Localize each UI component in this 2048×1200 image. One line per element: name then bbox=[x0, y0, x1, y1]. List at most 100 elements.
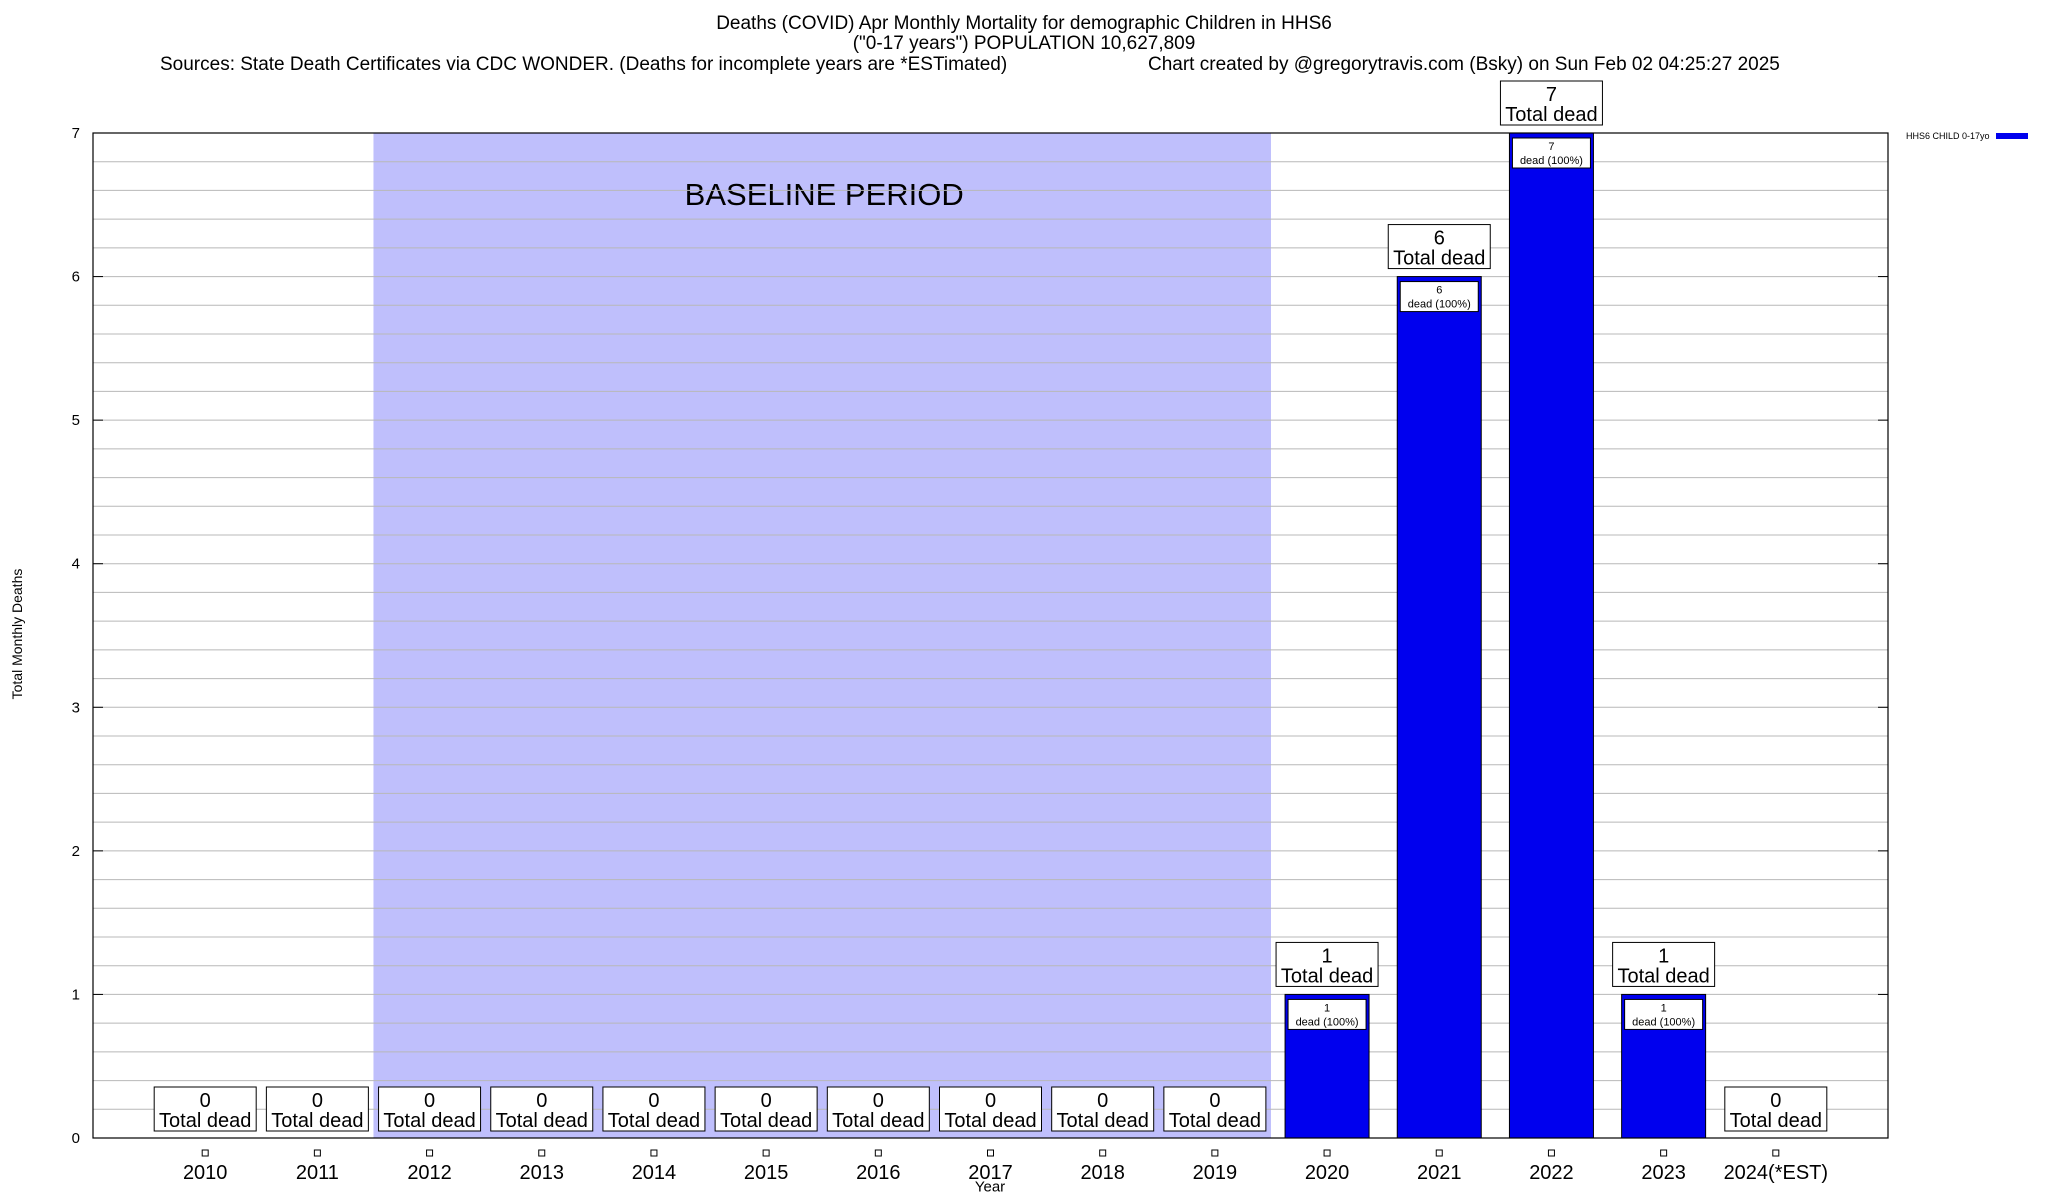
x-tick-marker bbox=[1211, 1149, 1219, 1157]
total-dead-label: Total dead bbox=[159, 1110, 251, 1132]
total-value-label: 0 bbox=[200, 1090, 211, 1112]
x-tick-marker bbox=[538, 1149, 546, 1157]
total-dead-label: Total dead bbox=[1617, 965, 1709, 987]
bar-percent-label: dead (100%) bbox=[1632, 1016, 1695, 1028]
x-tick-label: 2016 bbox=[856, 1162, 901, 1184]
total-box bbox=[378, 1086, 482, 1132]
total-dead-label: Total dead bbox=[1169, 1110, 1261, 1132]
bar-percent-label: dead (100%) bbox=[1296, 1016, 1359, 1028]
bar-value-label: 1 bbox=[1324, 1002, 1330, 1014]
legend-swatch bbox=[1995, 133, 2028, 139]
x-tick-label: 2020 bbox=[1305, 1162, 1350, 1184]
total-box bbox=[826, 1086, 930, 1132]
x-tick-label: 2015 bbox=[744, 1162, 789, 1184]
total-value-label: 0 bbox=[1097, 1090, 1108, 1112]
total-dead-label: Total dead bbox=[1730, 1110, 1822, 1132]
total-box bbox=[939, 1086, 1042, 1132]
bar-value-label: 7 bbox=[1548, 141, 1554, 153]
total-box bbox=[1163, 1086, 1267, 1132]
total-dead-label: Total dead bbox=[1281, 965, 1373, 987]
bar bbox=[1396, 276, 1482, 1139]
x-tick-label: 2018 bbox=[1080, 1162, 1125, 1184]
total-dead-label: Total dead bbox=[720, 1110, 812, 1132]
plot-frame bbox=[92, 132, 1889, 1139]
total-dead-label: Total dead bbox=[832, 1110, 924, 1132]
x-tick-marker bbox=[1323, 1149, 1331, 1157]
x-tick-marker bbox=[874, 1149, 882, 1157]
total-box bbox=[153, 1086, 257, 1132]
x-tick-marker bbox=[1772, 1149, 1780, 1157]
x-tick-label: 2023 bbox=[1641, 1162, 1686, 1184]
y-tick-label: 2 bbox=[72, 843, 80, 860]
total-dead-label: Total dead bbox=[496, 1110, 588, 1132]
x-tick-marker bbox=[987, 1149, 994, 1157]
x-tick-marker bbox=[426, 1149, 434, 1157]
bar-label-box bbox=[1511, 137, 1591, 169]
bar-label-box bbox=[1287, 998, 1367, 1030]
total-dead-label: Total dead bbox=[1393, 248, 1485, 270]
bar-value-label: 1 bbox=[1661, 1002, 1667, 1014]
total-box bbox=[490, 1086, 594, 1132]
x-tick-marker bbox=[1435, 1149, 1443, 1157]
x-tick-marker bbox=[650, 1149, 658, 1157]
total-value-label: 6 bbox=[1434, 228, 1445, 250]
total-box bbox=[1612, 941, 1716, 987]
bar bbox=[1508, 132, 1594, 1139]
baseline-period-band bbox=[373, 133, 1271, 1138]
x-tick-marker bbox=[313, 1149, 321, 1157]
y-tick-label: 6 bbox=[72, 269, 80, 286]
chart-title-line-1: Deaths (COVID) Apr Monthly Mortality for… bbox=[716, 13, 1332, 34]
x-tick-label: 2017 bbox=[968, 1162, 1013, 1184]
total-dead-label: Total dead bbox=[383, 1110, 475, 1132]
y-tick-label: 4 bbox=[72, 556, 80, 573]
total-box bbox=[1387, 224, 1491, 270]
total-dead-label: Total dead bbox=[1057, 1110, 1149, 1132]
total-box bbox=[714, 1086, 818, 1132]
total-value-label: 0 bbox=[1209, 1090, 1220, 1112]
chart-title-line-2: ("0-17 years") POPULATION 10,627,809 bbox=[852, 33, 1196, 54]
total-box bbox=[1275, 941, 1379, 987]
x-tick-label: 2021 bbox=[1417, 1162, 1462, 1184]
total-box bbox=[1499, 80, 1603, 126]
y-tick-label: 5 bbox=[72, 412, 80, 429]
total-value-label: 0 bbox=[1770, 1090, 1781, 1112]
bar-value-label: 6 bbox=[1436, 285, 1442, 297]
total-box bbox=[265, 1086, 369, 1132]
total-value-label: 0 bbox=[985, 1090, 996, 1112]
total-dead-label: Total dead bbox=[271, 1110, 363, 1132]
chart-sources: Sources: State Death Certificates via CD… bbox=[160, 54, 1008, 75]
x-tick-marker bbox=[762, 1149, 770, 1157]
total-box bbox=[1051, 1086, 1155, 1132]
total-value-label: 0 bbox=[648, 1090, 659, 1112]
total-dead-label: Total dead bbox=[608, 1110, 700, 1132]
total-box bbox=[1724, 1086, 1828, 1132]
x-tick-marker bbox=[1547, 1149, 1555, 1157]
x-tick-label: 2012 bbox=[407, 1162, 452, 1184]
total-box bbox=[602, 1086, 706, 1132]
y-tick-label: 7 bbox=[72, 125, 80, 142]
total-value-label: 7 bbox=[1546, 84, 1557, 106]
total-value-label: 0 bbox=[536, 1090, 547, 1112]
total-value-label: 1 bbox=[1658, 945, 1669, 967]
x-tick-label: 2013 bbox=[520, 1162, 565, 1184]
x-tick-marker bbox=[1660, 1149, 1668, 1157]
legend: HHS6 CHILD 0-17yo bbox=[1906, 131, 2028, 141]
total-dead-label: Total dead bbox=[1505, 104, 1597, 126]
x-tick-marker bbox=[201, 1149, 209, 1157]
x-tick-marker bbox=[1099, 1149, 1107, 1157]
x-tick-label: 2011 bbox=[296, 1162, 339, 1184]
bar-label-box bbox=[1399, 281, 1479, 313]
x-tick-label: 2022 bbox=[1529, 1162, 1574, 1184]
total-value-label: 1 bbox=[1322, 945, 1333, 967]
x-tick-label: 2019 bbox=[1193, 1162, 1238, 1184]
y-tick-label: 1 bbox=[72, 986, 80, 1003]
chart-credit: Chart created by @gregorytravis.com (Bsk… bbox=[1148, 54, 1780, 75]
y-axis-label: Total Monthly Deaths bbox=[9, 568, 25, 700]
y-tick-label: 0 bbox=[72, 1130, 80, 1147]
total-value-label: 0 bbox=[761, 1090, 772, 1112]
total-value-label: 0 bbox=[424, 1090, 435, 1112]
bar-label-box bbox=[1624, 998, 1704, 1030]
x-tick-label: 2010 bbox=[183, 1162, 228, 1184]
x-tick-label: 2014 bbox=[632, 1162, 677, 1184]
